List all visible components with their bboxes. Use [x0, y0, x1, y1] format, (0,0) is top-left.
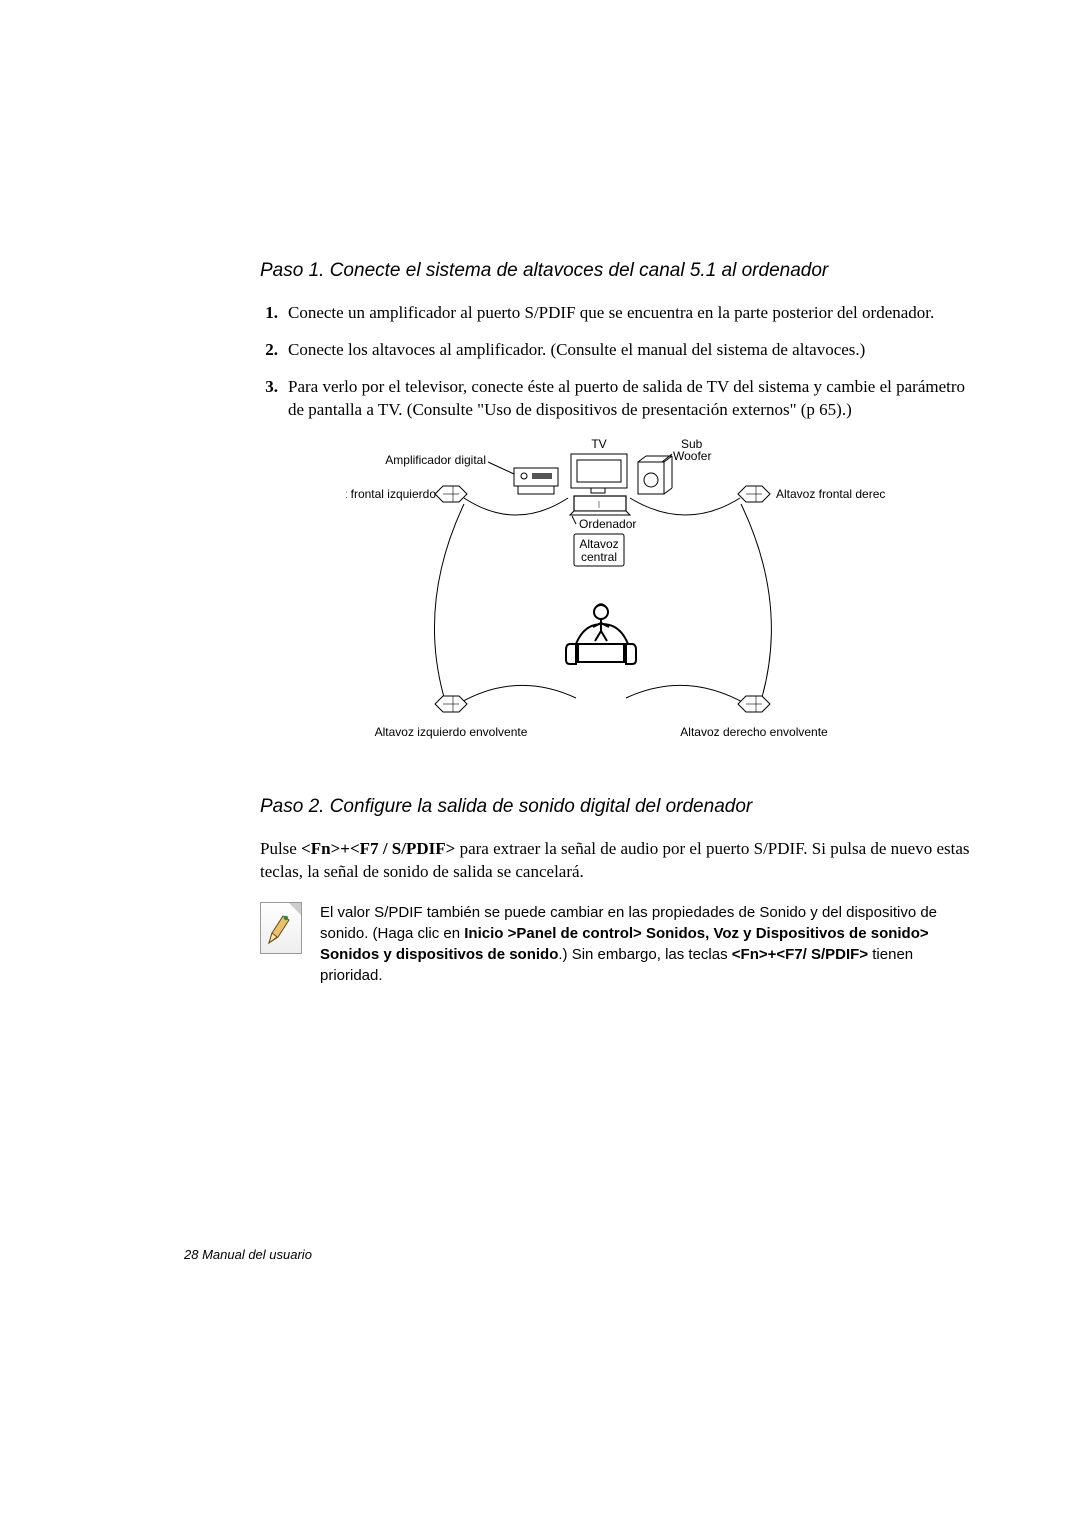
- note-block: El valor S/PDIF también se puede cambiar…: [260, 902, 972, 986]
- page-footer: 28 Manual del usuario: [184, 1247, 312, 1262]
- diagram-label-center2: central: [581, 550, 617, 564]
- diagram-label-pc: Ordenador: [579, 517, 636, 531]
- speaker-diagram: TV Amplificador digital Sub Woofer Altav: [346, 436, 886, 766]
- step-number: 1.: [260, 302, 288, 325]
- diagram-label-amp: Amplificador digital: [385, 453, 486, 467]
- diagram-label-center1: Altavoz: [579, 537, 618, 551]
- step-list: 1. Conecte un amplificador al puerto S/P…: [260, 302, 972, 422]
- diagram-label-sub2: Woofer: [673, 449, 711, 463]
- step-text: Conecte los altavoces al amplificador. (…: [288, 339, 972, 362]
- section1-title: Paso 1. Conecte el sistema de altavoces …: [260, 260, 972, 282]
- step-number: 3.: [260, 376, 288, 422]
- section2-paragraph: Pulse <Fn>+<F7 / S/PDIF> para extraer la…: [260, 838, 972, 884]
- para-text: Pulse: [260, 839, 301, 858]
- step-text: Conecte un amplificador al puerto S/PDIF…: [288, 302, 972, 325]
- para-bold: <Fn>+<F7 / S/PDIF>: [301, 839, 455, 858]
- note-bold: <Fn>+<F7/ S/PDIF>: [732, 946, 868, 963]
- diagram-label-tv: TV: [591, 437, 606, 451]
- diagram-label-surl: Altavoz izquierdo envolvente: [375, 725, 528, 739]
- note-span: .) Sin embargo, las teclas: [558, 946, 731, 963]
- diagram-label-frontl: Altavoz frontal izquierdo: [346, 487, 436, 501]
- section2-title: Paso 2. Configure la salida de sonido di…: [260, 796, 972, 818]
- step-number: 2.: [260, 339, 288, 362]
- list-item: 2. Conecte los altavoces al amplificador…: [260, 339, 972, 362]
- note-icon: [260, 902, 302, 954]
- note-text: El valor S/PDIF también se puede cambiar…: [320, 902, 972, 986]
- list-item: 1. Conecte un amplificador al puerto S/P…: [260, 302, 972, 325]
- step-text: Para verlo por el televisor, conecte ést…: [288, 376, 972, 422]
- diagram-label-frontr: Altavoz frontal derecho: [776, 487, 886, 501]
- diagram-label-surr: Altavoz derecho envolvente: [680, 725, 828, 739]
- list-item: 3. Para verlo por el televisor, conecte …: [260, 376, 972, 422]
